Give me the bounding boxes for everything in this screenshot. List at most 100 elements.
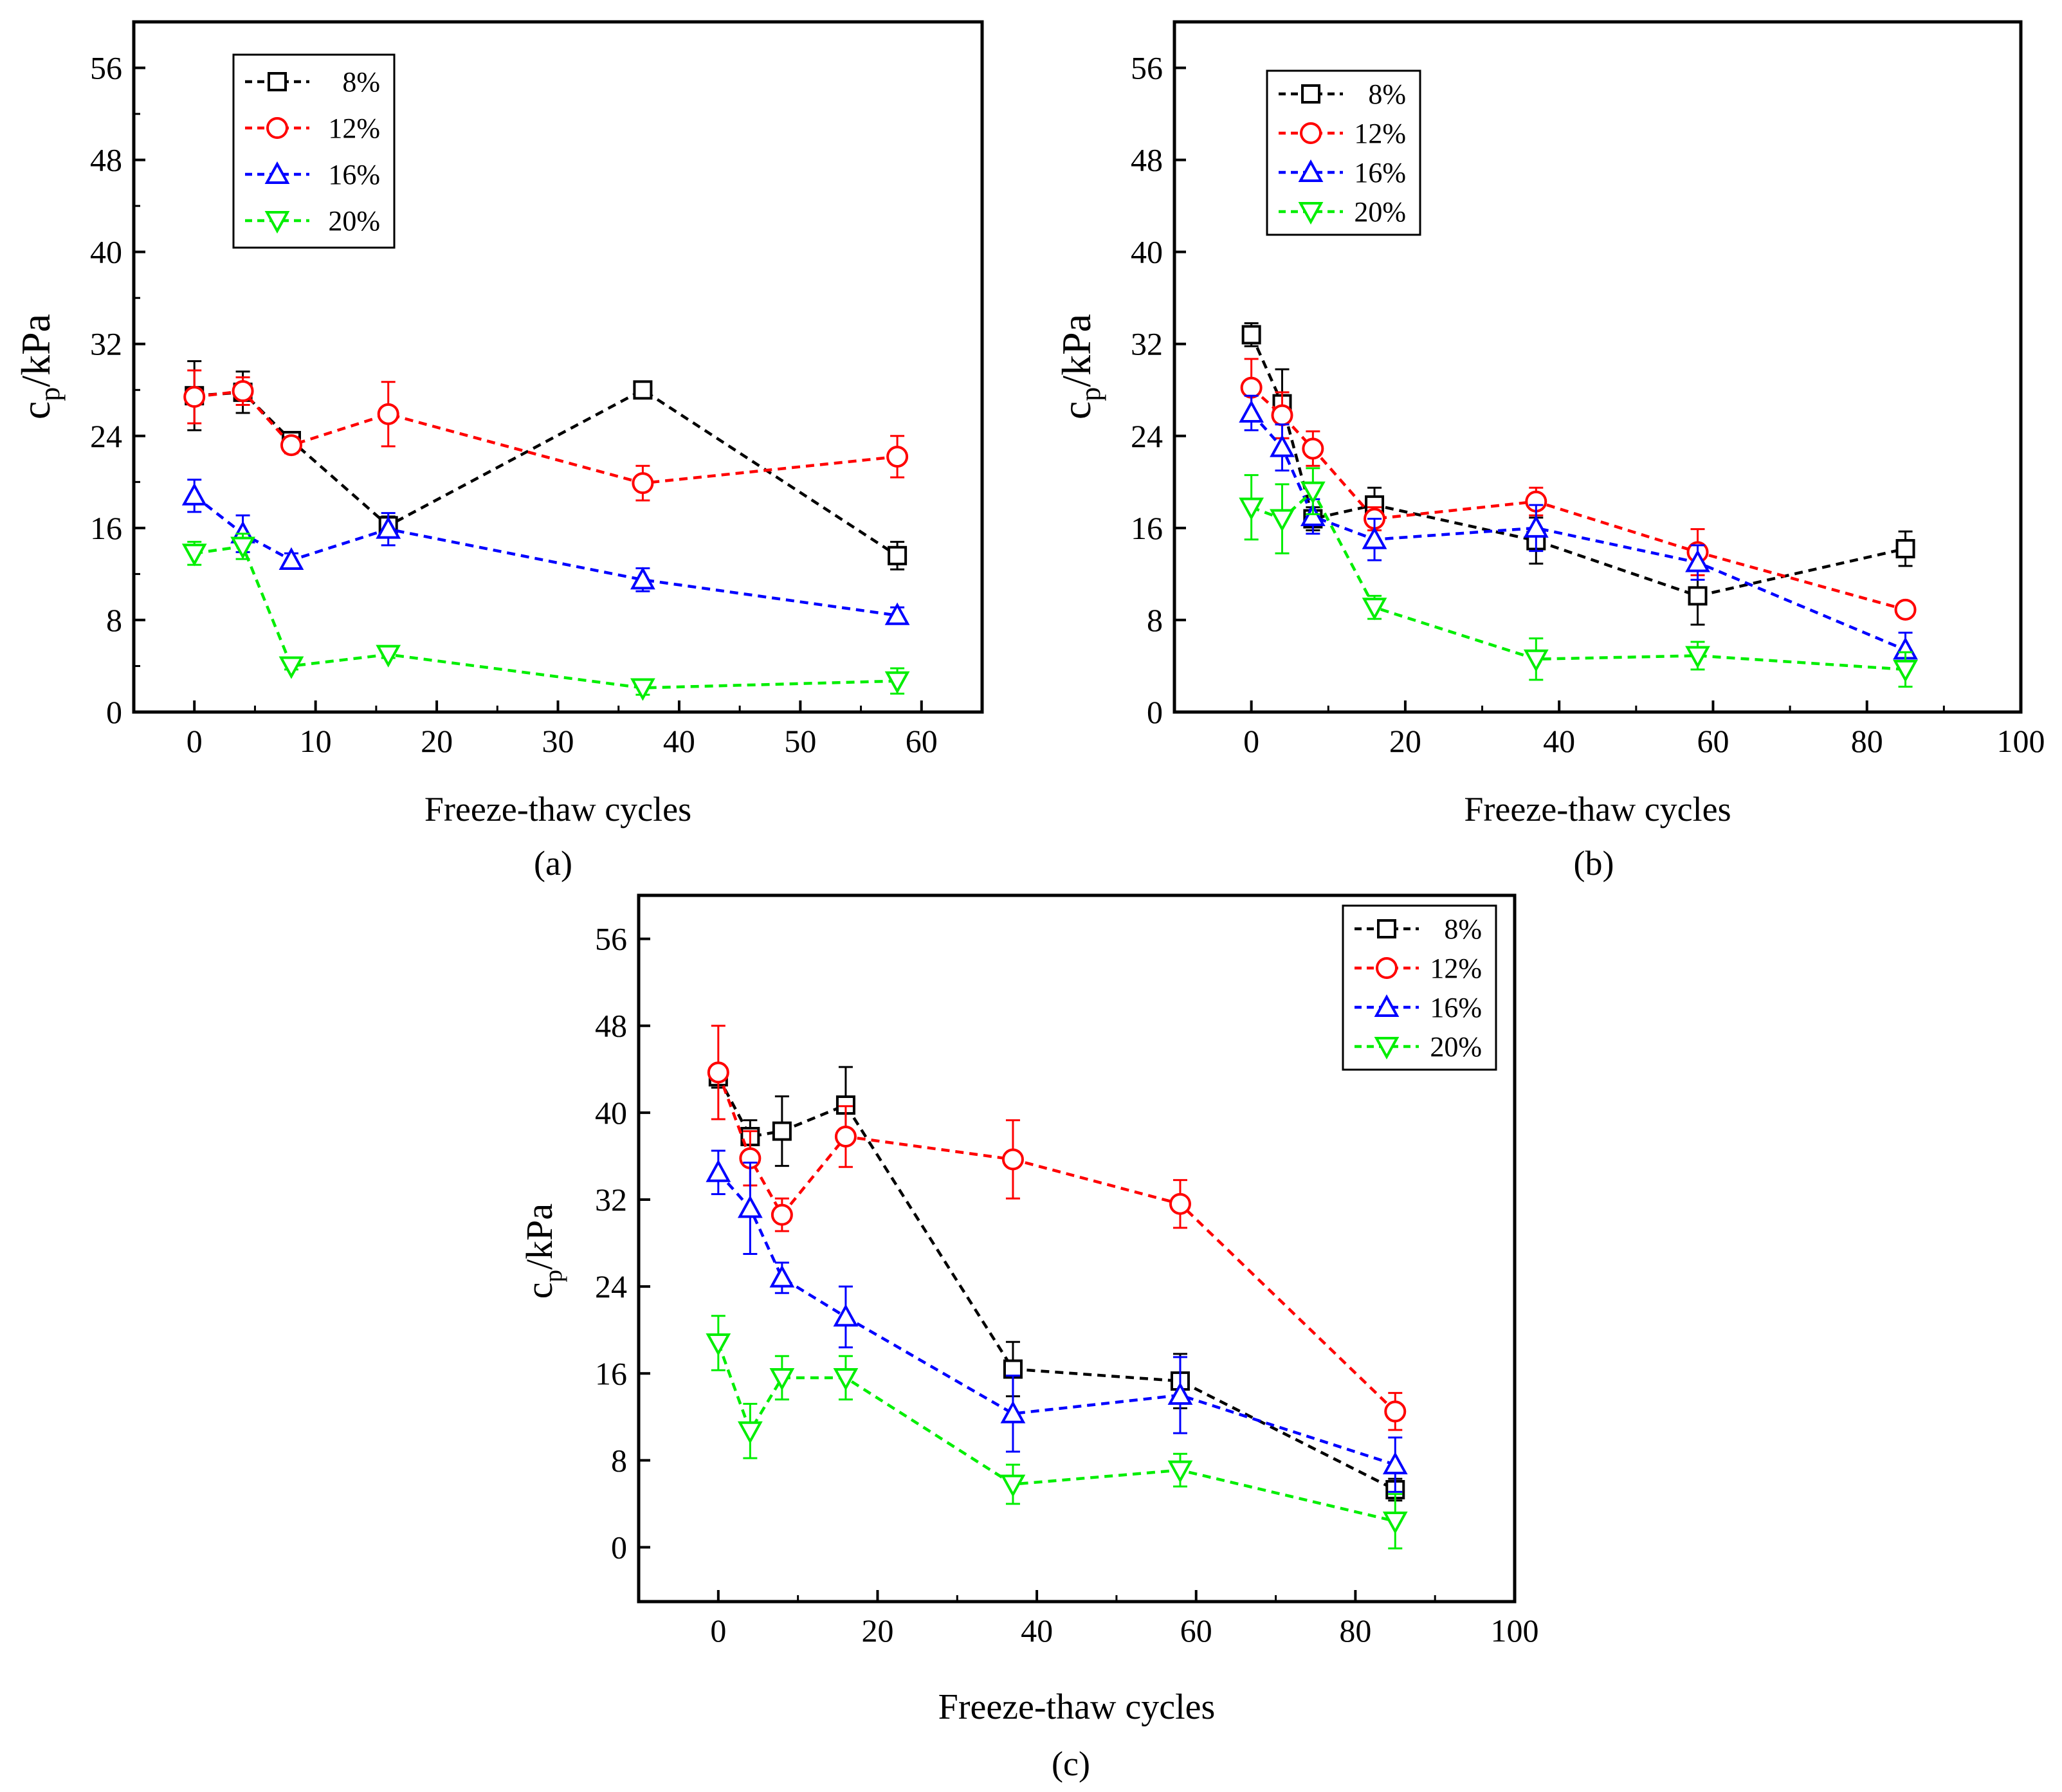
chart-panel-c: 0 8 16 24 32 40 48 56 0 20 40 60 80 100 Freeze-thaw cy…	[518, 893, 1539, 1727]
legend-label-a-0: 8%	[342, 66, 380, 98]
series-line-c-2	[717, 1171, 1396, 1467]
series-line-b-2	[1250, 412, 1906, 652]
legend-label-c-3: 20%	[1430, 1031, 1482, 1063]
data-point-b-3	[1300, 481, 1326, 504]
data-point-c-1	[707, 1061, 729, 1084]
series-b-1	[1240, 358, 1917, 621]
y-axis-title-main-c: c	[518, 1282, 560, 1299]
legend-box-a	[232, 53, 396, 249]
series-line-c-0	[716, 1076, 1396, 1492]
x-tick-label-c: 80	[1339, 1613, 1371, 1649]
data-point-a-1	[886, 445, 909, 468]
y-tick-label-c: 24	[595, 1268, 627, 1304]
legend-marker-a-3	[264, 211, 290, 234]
plot-frame-b	[1172, 20, 2023, 714]
legend-marker-a-0	[268, 72, 287, 91]
y-tick-label-c: 56	[595, 921, 627, 957]
legend-box-b	[1266, 69, 1421, 236]
data-point-c-2	[769, 1265, 795, 1288]
y-axis-title-b: cp/kPa	[1054, 314, 1106, 419]
y-tick-label-a: 8	[106, 602, 122, 638]
y-tick-label-a: 16	[90, 510, 122, 546]
series-line-a-1	[194, 389, 898, 485]
series-b-2	[1239, 394, 1918, 668]
x-tick-label-a: 40	[663, 723, 695, 759]
legend-label-a-2: 16%	[328, 159, 380, 190]
x-tick-label-b: 60	[1697, 723, 1729, 759]
data-point-b-2	[1685, 549, 1710, 572]
data-point-b-2	[1523, 515, 1549, 538]
plot-frame-c	[637, 893, 1517, 1604]
y-axis-title-c: cp/kPa	[518, 1203, 567, 1299]
data-point-b-1	[1240, 376, 1263, 399]
y-tick-label-a: 32	[90, 326, 122, 362]
x-tick-label-a: 50	[784, 723, 816, 759]
legend-marker-b-2	[1298, 159, 1324, 182]
data-point-b-1	[1271, 404, 1293, 426]
data-point-a-0	[633, 380, 653, 400]
data-point-b-2	[1362, 526, 1387, 549]
data-point-a-1	[183, 385, 206, 408]
x-tick-label-c: 0	[710, 1613, 726, 1649]
y-tick-label-c: 0	[611, 1530, 627, 1566]
data-point-a-0	[888, 545, 908, 565]
y-axis-title-sub-c: p	[540, 1270, 567, 1283]
legend-label-c-0: 8%	[1444, 913, 1482, 945]
legend-marker-b-0	[1301, 84, 1320, 104]
series-a-3	[181, 533, 910, 701]
data-point-b-0	[1688, 586, 1708, 606]
y-axis-title-main-a: c	[13, 401, 59, 419]
data-point-b-3	[1362, 598, 1387, 621]
y-tick-label-c: 48	[595, 1008, 627, 1044]
x-tick-label-b: 20	[1389, 723, 1421, 759]
x-axis-title-b: Freeze-thaw cycles	[1464, 790, 1731, 828]
y-tick-label-b: 48	[1131, 142, 1163, 178]
x-tick-label-c: 20	[861, 1613, 893, 1649]
x-tick-label-a: 0	[187, 723, 203, 759]
data-point-b-1	[1302, 437, 1324, 460]
x-tick-label-b: 80	[1851, 723, 1883, 759]
y-tick-label-b: 56	[1131, 50, 1163, 86]
data-point-a-3	[630, 678, 655, 701]
data-point-b-2	[1270, 434, 1295, 457]
series-line-b-1	[1250, 387, 1906, 612]
data-point-c-3	[1167, 1460, 1193, 1483]
y-tick-label-a: 40	[90, 234, 122, 270]
y-tick-label-a: 24	[90, 418, 122, 454]
data-point-a-2	[630, 567, 655, 590]
y-tick-label-a: 48	[90, 142, 122, 178]
series-line-c-1	[716, 1072, 1396, 1413]
y-axis-title-unit-a: /kPa	[13, 314, 59, 387]
y-tick-label-c: 8	[611, 1442, 627, 1478]
series-line-b-3	[1250, 489, 1906, 672]
x-tick-label-a: 30	[542, 723, 574, 759]
y-axis-title-sub-a: p	[34, 387, 66, 401]
y-axis-title-sub-b: p	[1075, 387, 1106, 401]
legend-marker-c-2	[1374, 994, 1400, 1017]
data-point-a-3	[884, 671, 910, 694]
data-point-a-2	[884, 602, 910, 625]
legend-marker-a-1	[266, 117, 288, 139]
x-tick-label-c: 60	[1180, 1613, 1212, 1649]
y-axis-title-unit-b: /kPa	[1054, 314, 1099, 387]
series-c-2	[706, 1149, 1408, 1493]
legend-label-a-3: 20%	[328, 205, 380, 237]
chart-panel-a: 0 8 16 24 32 40 48 56 0 10 20 30 40 50 60 Freeze-thaw c…	[13, 20, 984, 828]
y-tick-label-b: 32	[1131, 326, 1163, 362]
data-point-c-3	[769, 1368, 795, 1391]
y-tick-label-b: 40	[1131, 234, 1163, 270]
data-point-b-0	[1241, 325, 1261, 345]
legend-label-b-0: 8%	[1368, 78, 1406, 110]
legend-marker-b-3	[1298, 202, 1324, 225]
data-point-a-2	[278, 547, 304, 570]
data-point-c-0	[772, 1121, 792, 1141]
data-point-a-2	[376, 516, 401, 539]
series-line-b-0	[1250, 334, 1906, 598]
data-point-b-3	[1685, 646, 1710, 669]
y-tick-label-b: 0	[1147, 694, 1163, 730]
legend-label-c-2: 16%	[1430, 992, 1482, 1023]
x-tick-label-b: 100	[1997, 723, 2045, 759]
legend-marker-c-1	[1376, 957, 1398, 979]
legend-marker-a-2	[264, 161, 290, 184]
